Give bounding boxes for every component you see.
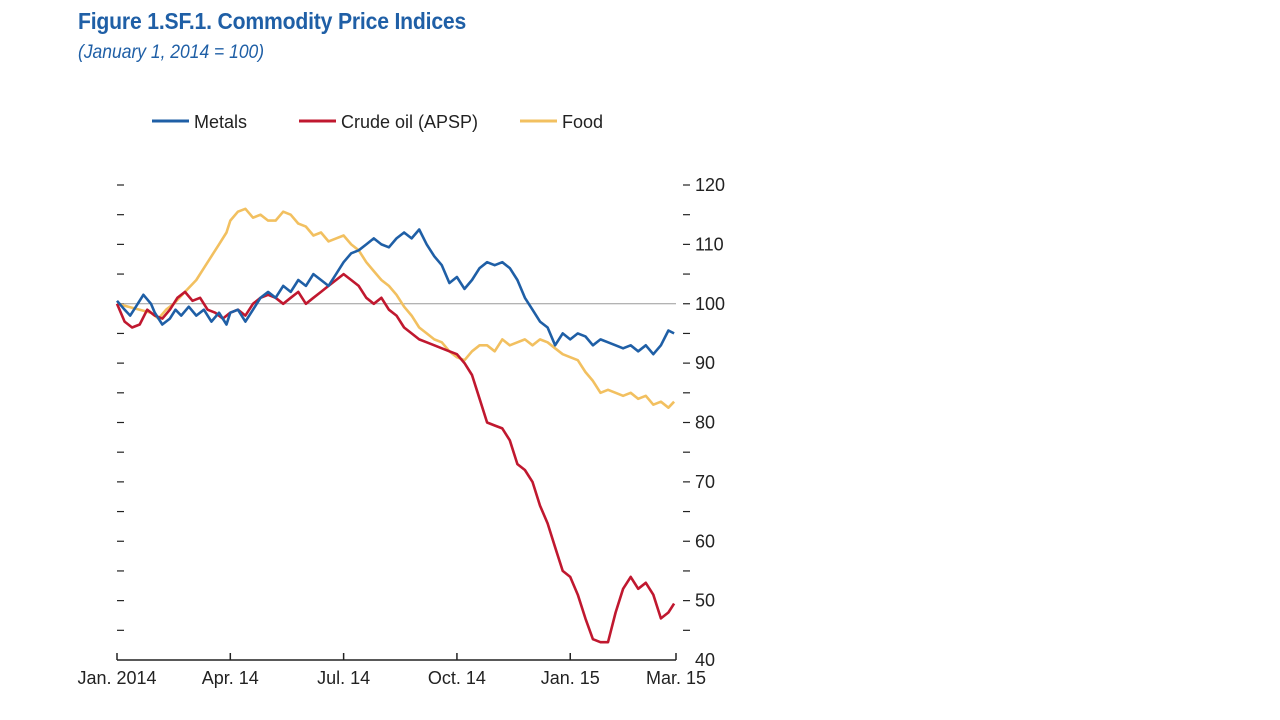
series-line-metals (116, 228, 675, 356)
chart-legend: Metals Crude oil (APSP) Food (152, 112, 603, 132)
y-tick-label: 70 (695, 472, 715, 492)
left-axis-ticks (117, 184, 124, 631)
x-tick-label: Jan. 2014 (77, 668, 156, 688)
x-tick-label: Apr. 14 (202, 668, 259, 688)
y-tick-label: 50 (695, 591, 715, 611)
figure-subtitle: (January 1, 2014 = 100) (78, 42, 265, 63)
y-tick-label: 60 (695, 531, 715, 551)
x-axis: Jan. 2014 Apr. 14 Jul. 14 Oct. 14 Jan. 15 Mar… (77, 653, 706, 688)
legend-label-metals: Metals (194, 112, 247, 132)
y-tick-label: 120 (695, 175, 725, 195)
x-tick-label: Jan. 15 (541, 668, 600, 688)
right-y-axis: 40 50 60 70 80 90 100 110 120 (683, 175, 725, 670)
series-line-food (116, 207, 676, 410)
legend-label-food: Food (562, 112, 603, 132)
y-tick-label: 90 (695, 353, 715, 373)
figure-title: Figure 1.SF.1. Commodity Price Indices (78, 8, 467, 34)
legend-label-crude-oil-apsp: Crude oil (APSP) (341, 112, 478, 132)
x-tick-label: Jul. 14 (317, 668, 370, 688)
series-lines (115, 207, 676, 644)
x-tick-label: Oct. 14 (428, 668, 486, 688)
series-line-crude-oil-apsp (115, 272, 676, 644)
y-tick-label: 110 (695, 234, 724, 254)
y-tick-label: 40 (695, 650, 715, 670)
y-tick-label: 80 (695, 413, 715, 433)
y-tick-label: 100 (695, 294, 725, 314)
x-tick-label: Mar. 15 (646, 668, 706, 688)
